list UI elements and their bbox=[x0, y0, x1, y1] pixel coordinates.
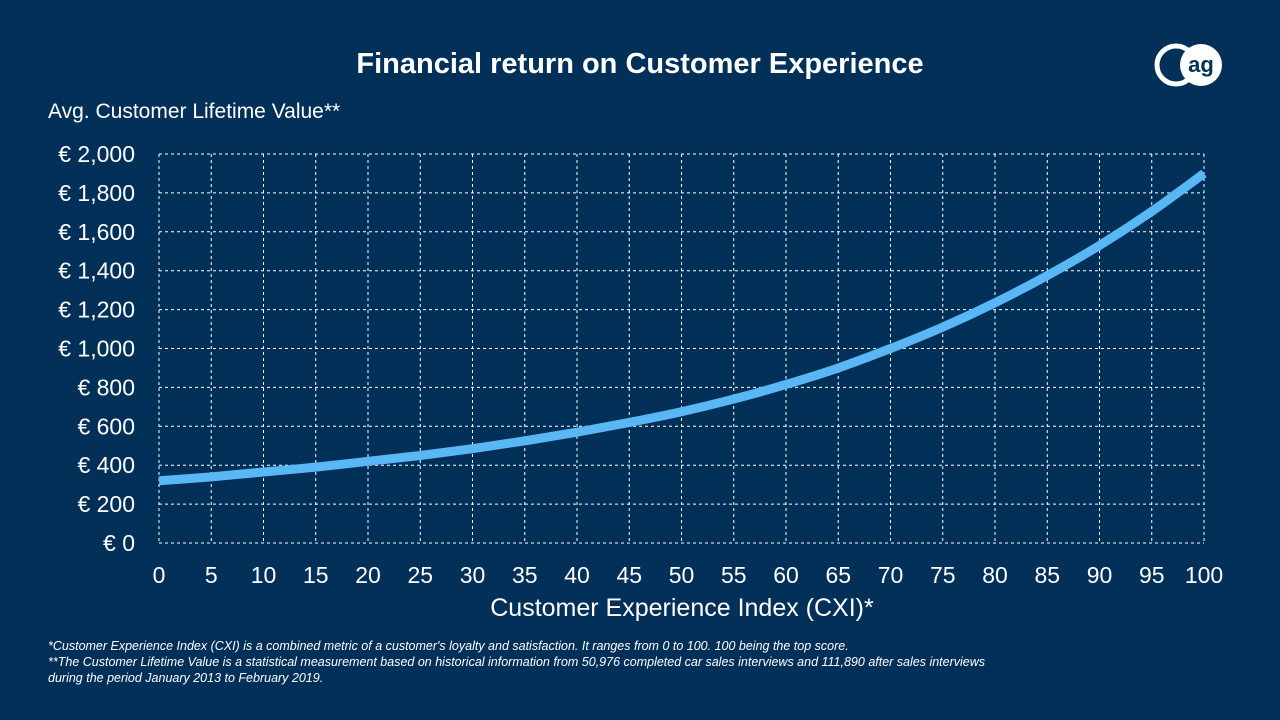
x-tick-label: 40 bbox=[564, 562, 590, 588]
x-tick-label: 25 bbox=[407, 562, 433, 588]
footnote-cxi: *Customer Experience Index (CXI) is a co… bbox=[48, 639, 849, 653]
y-tick-label: € 2,000 bbox=[58, 141, 135, 167]
y-tick-label: € 1,400 bbox=[58, 258, 135, 284]
x-tick-label: 90 bbox=[1087, 562, 1113, 588]
x-tick-label: 45 bbox=[616, 562, 642, 588]
x-tick-label: 95 bbox=[1139, 562, 1165, 588]
x-axis-label: Customer Experience Index (CXI)* bbox=[490, 594, 874, 622]
x-tick-label: 35 bbox=[512, 562, 538, 588]
x-tick-label: 55 bbox=[721, 562, 747, 588]
x-tick-label: 75 bbox=[930, 562, 956, 588]
ag-logo: ag bbox=[1154, 43, 1222, 87]
x-tick-label: 50 bbox=[669, 562, 695, 588]
footnote-period: during the period January 2013 to Februa… bbox=[48, 671, 324, 685]
x-tick-label: 100 bbox=[1185, 562, 1223, 588]
y-tick-label: € 800 bbox=[77, 374, 135, 400]
logo-text: ag bbox=[1188, 52, 1214, 77]
footnote-clv: **The Customer Lifetime Value is a stati… bbox=[48, 655, 986, 669]
y-tick-label: € 400 bbox=[77, 452, 135, 478]
x-tick-label: 15 bbox=[303, 562, 329, 588]
x-tick-label: 65 bbox=[825, 562, 851, 588]
chart-title: Financial return on Customer Experience bbox=[356, 48, 924, 80]
y-axis-label: Avg. Customer Lifetime Value** bbox=[48, 100, 341, 123]
x-tick-label: 70 bbox=[878, 562, 904, 588]
y-tick-label: € 1,600 bbox=[58, 219, 135, 245]
y-tick-label: € 1,200 bbox=[58, 297, 135, 323]
footnotes: *Customer Experience Index (CXI) is a co… bbox=[48, 638, 1248, 686]
x-tick-label: 80 bbox=[982, 562, 1008, 588]
series-line bbox=[158, 169, 1207, 486]
x-tick-label: 30 bbox=[460, 562, 486, 588]
x-tick-label: 85 bbox=[1034, 562, 1060, 588]
y-tick-label: € 0 bbox=[103, 530, 135, 556]
x-tick-label: 10 bbox=[251, 562, 277, 588]
x-tick-label: 60 bbox=[773, 562, 799, 588]
y-tick-label: € 1,800 bbox=[58, 180, 135, 206]
y-tick-label: € 1,000 bbox=[58, 336, 135, 362]
x-tick-label: 0 bbox=[153, 562, 166, 588]
x-tick-label: 5 bbox=[205, 562, 218, 588]
y-tick-label: € 200 bbox=[77, 491, 135, 517]
x-tick-label: 20 bbox=[355, 562, 381, 588]
y-tick-label: € 600 bbox=[77, 413, 135, 439]
